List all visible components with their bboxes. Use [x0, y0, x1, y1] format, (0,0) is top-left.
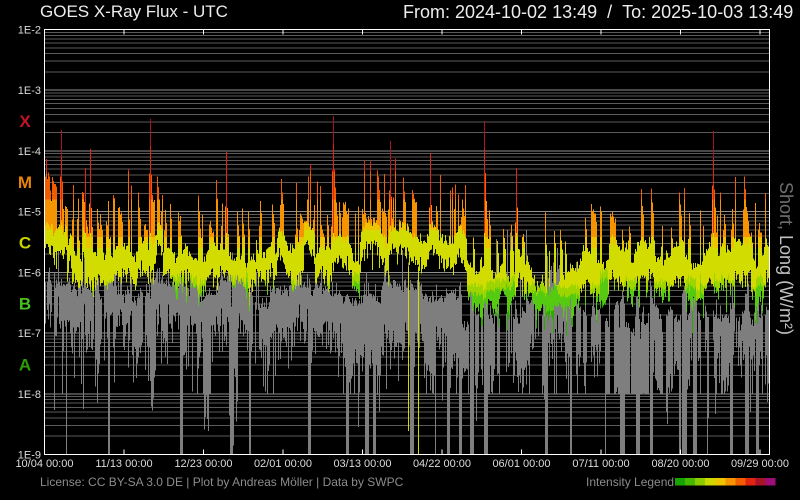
svg-text:B: B — [19, 295, 31, 314]
svg-text:04/22 00:00: 04/22 00:00 — [413, 458, 471, 470]
svg-text:1E-2: 1E-2 — [18, 25, 41, 37]
svg-text:1E-7: 1E-7 — [18, 328, 41, 340]
svg-text:12/23 00:00: 12/23 00:00 — [174, 458, 232, 470]
svg-text:1E-5: 1E-5 — [18, 207, 41, 219]
svg-text:11/13 00:00: 11/13 00:00 — [95, 458, 152, 470]
svg-text:08/20 00:00: 08/20 00:00 — [651, 458, 709, 470]
svg-text:1E-6: 1E-6 — [18, 267, 41, 279]
svg-text:03/13 00:00: 03/13 00:00 — [333, 458, 391, 470]
svg-text:09/29 00:00: 09/29 00:00 — [731, 458, 789, 470]
svg-text:06/01 00:00: 06/01 00:00 — [492, 458, 550, 470]
svg-text:1E-9: 1E-9 — [18, 450, 41, 462]
svg-text:07/11 00:00: 07/11 00:00 — [572, 458, 629, 470]
svg-text:10/04 00:00: 10/04 00:00 — [15, 458, 73, 470]
svg-text:M: M — [18, 173, 32, 192]
svg-text:1E-4: 1E-4 — [18, 146, 41, 158]
svg-text:A: A — [19, 356, 31, 375]
svg-text:C: C — [19, 234, 31, 253]
svg-text:X: X — [19, 112, 31, 131]
svg-text:02/01 00:00: 02/01 00:00 — [254, 458, 312, 470]
svg-text:Short, Long (W/m²): Short, Long (W/m²) — [776, 182, 796, 335]
svg-text:1E-8: 1E-8 — [18, 389, 41, 401]
svg-text:1E-3: 1E-3 — [18, 85, 41, 97]
